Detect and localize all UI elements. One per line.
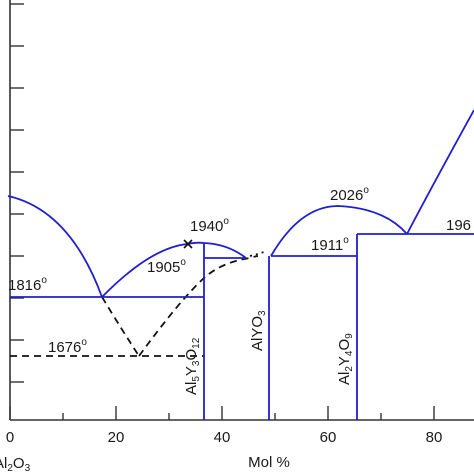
metastable-lines	[10, 255, 259, 357]
phase-label-yap: AlYO3	[249, 310, 268, 351]
temp-label-1911: 1911o	[311, 235, 349, 254]
x-axis-title: Mol %	[248, 454, 290, 471]
temp-label-1905: 1905o	[147, 257, 186, 276]
y-ticks	[10, 3, 24, 383]
metastable-dots	[249, 251, 265, 257]
x-tick-20: 20	[108, 429, 125, 446]
temp-label-196: 196	[446, 217, 471, 234]
x-tick-0: 0	[6, 429, 14, 446]
metastable-liquidus-right	[138, 255, 259, 357]
liquidus-right	[406, 109, 474, 235]
phase-label-yag: Al5Y3O12	[183, 337, 202, 395]
corner-label-al2o3: Al2O3	[0, 455, 31, 474]
x-ticks	[9, 406, 435, 420]
congruent-point-marker	[183, 239, 193, 249]
liquidus-yam-left	[270, 205, 408, 257]
temp-label-2026: 2026o	[330, 185, 369, 204]
temp-label-1940: 1940o	[190, 216, 229, 235]
stable-lines	[7, 109, 474, 420]
temp-label-1676: 1676o	[48, 337, 87, 356]
x-tick-60: 60	[320, 429, 337, 446]
x-tick-80: 80	[426, 429, 443, 446]
x-tick-40: 40	[214, 429, 231, 446]
phase-label-yam: Al2Y4O9	[336, 333, 355, 385]
liquidus-yag-left	[101, 243, 188, 298]
liquidus-alumina	[7, 195, 103, 298]
temp-label-1816: 1816o	[8, 275, 47, 294]
metastable-liquidus-left	[101, 296, 140, 357]
liquidus-yag-dome	[186, 241, 247, 259]
